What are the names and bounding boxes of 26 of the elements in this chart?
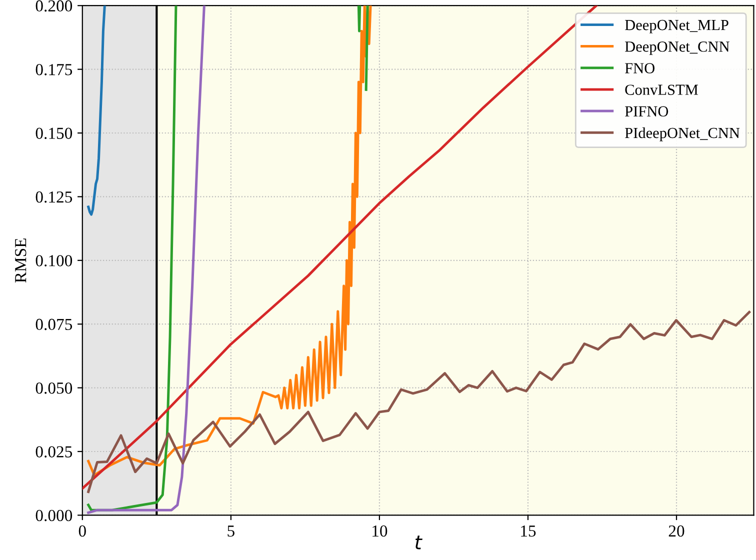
- y-tick-label: 0.075: [36, 318, 72, 330]
- legend-label: PIFNO: [625, 106, 668, 117]
- y-tick-label: 0.100: [36, 255, 72, 266]
- y-tick-label: 0.175: [36, 64, 72, 76]
- legend-label: ConvLSTM: [625, 84, 698, 95]
- legend-label: DeepONet_MLP: [625, 20, 728, 34]
- line-series: [87, 310, 751, 494]
- y-tick-label: 0.025: [36, 446, 72, 458]
- y-tick-label: 0.125: [36, 191, 72, 203]
- y-tick-label: 0.050: [36, 382, 72, 394]
- x-tick-label: 15: [521, 525, 536, 537]
- line-series: [87, 6, 106, 216]
- legend-label: DeepONet_CNN: [625, 42, 730, 55]
- x-axis-title: t: [416, 536, 422, 550]
- x-tick-label: 20: [668, 525, 684, 537]
- y-tick-label: 0.000: [36, 510, 72, 522]
- legend-label: FNO: [625, 63, 655, 74]
- y-axis-title: RMSE: [15, 238, 26, 283]
- legend-label: PIdeepONet_CNN: [625, 127, 740, 142]
- line-series: [87, 6, 206, 514]
- y-tick-label: 0.150: [36, 128, 72, 140]
- y-tick-label: 0.200: [36, 0, 72, 12]
- line-series: [82, 6, 598, 490]
- x-tick-label: 0: [78, 525, 86, 537]
- x-tick-label: 10: [372, 525, 388, 537]
- x-tick-label: 5: [228, 526, 234, 537]
